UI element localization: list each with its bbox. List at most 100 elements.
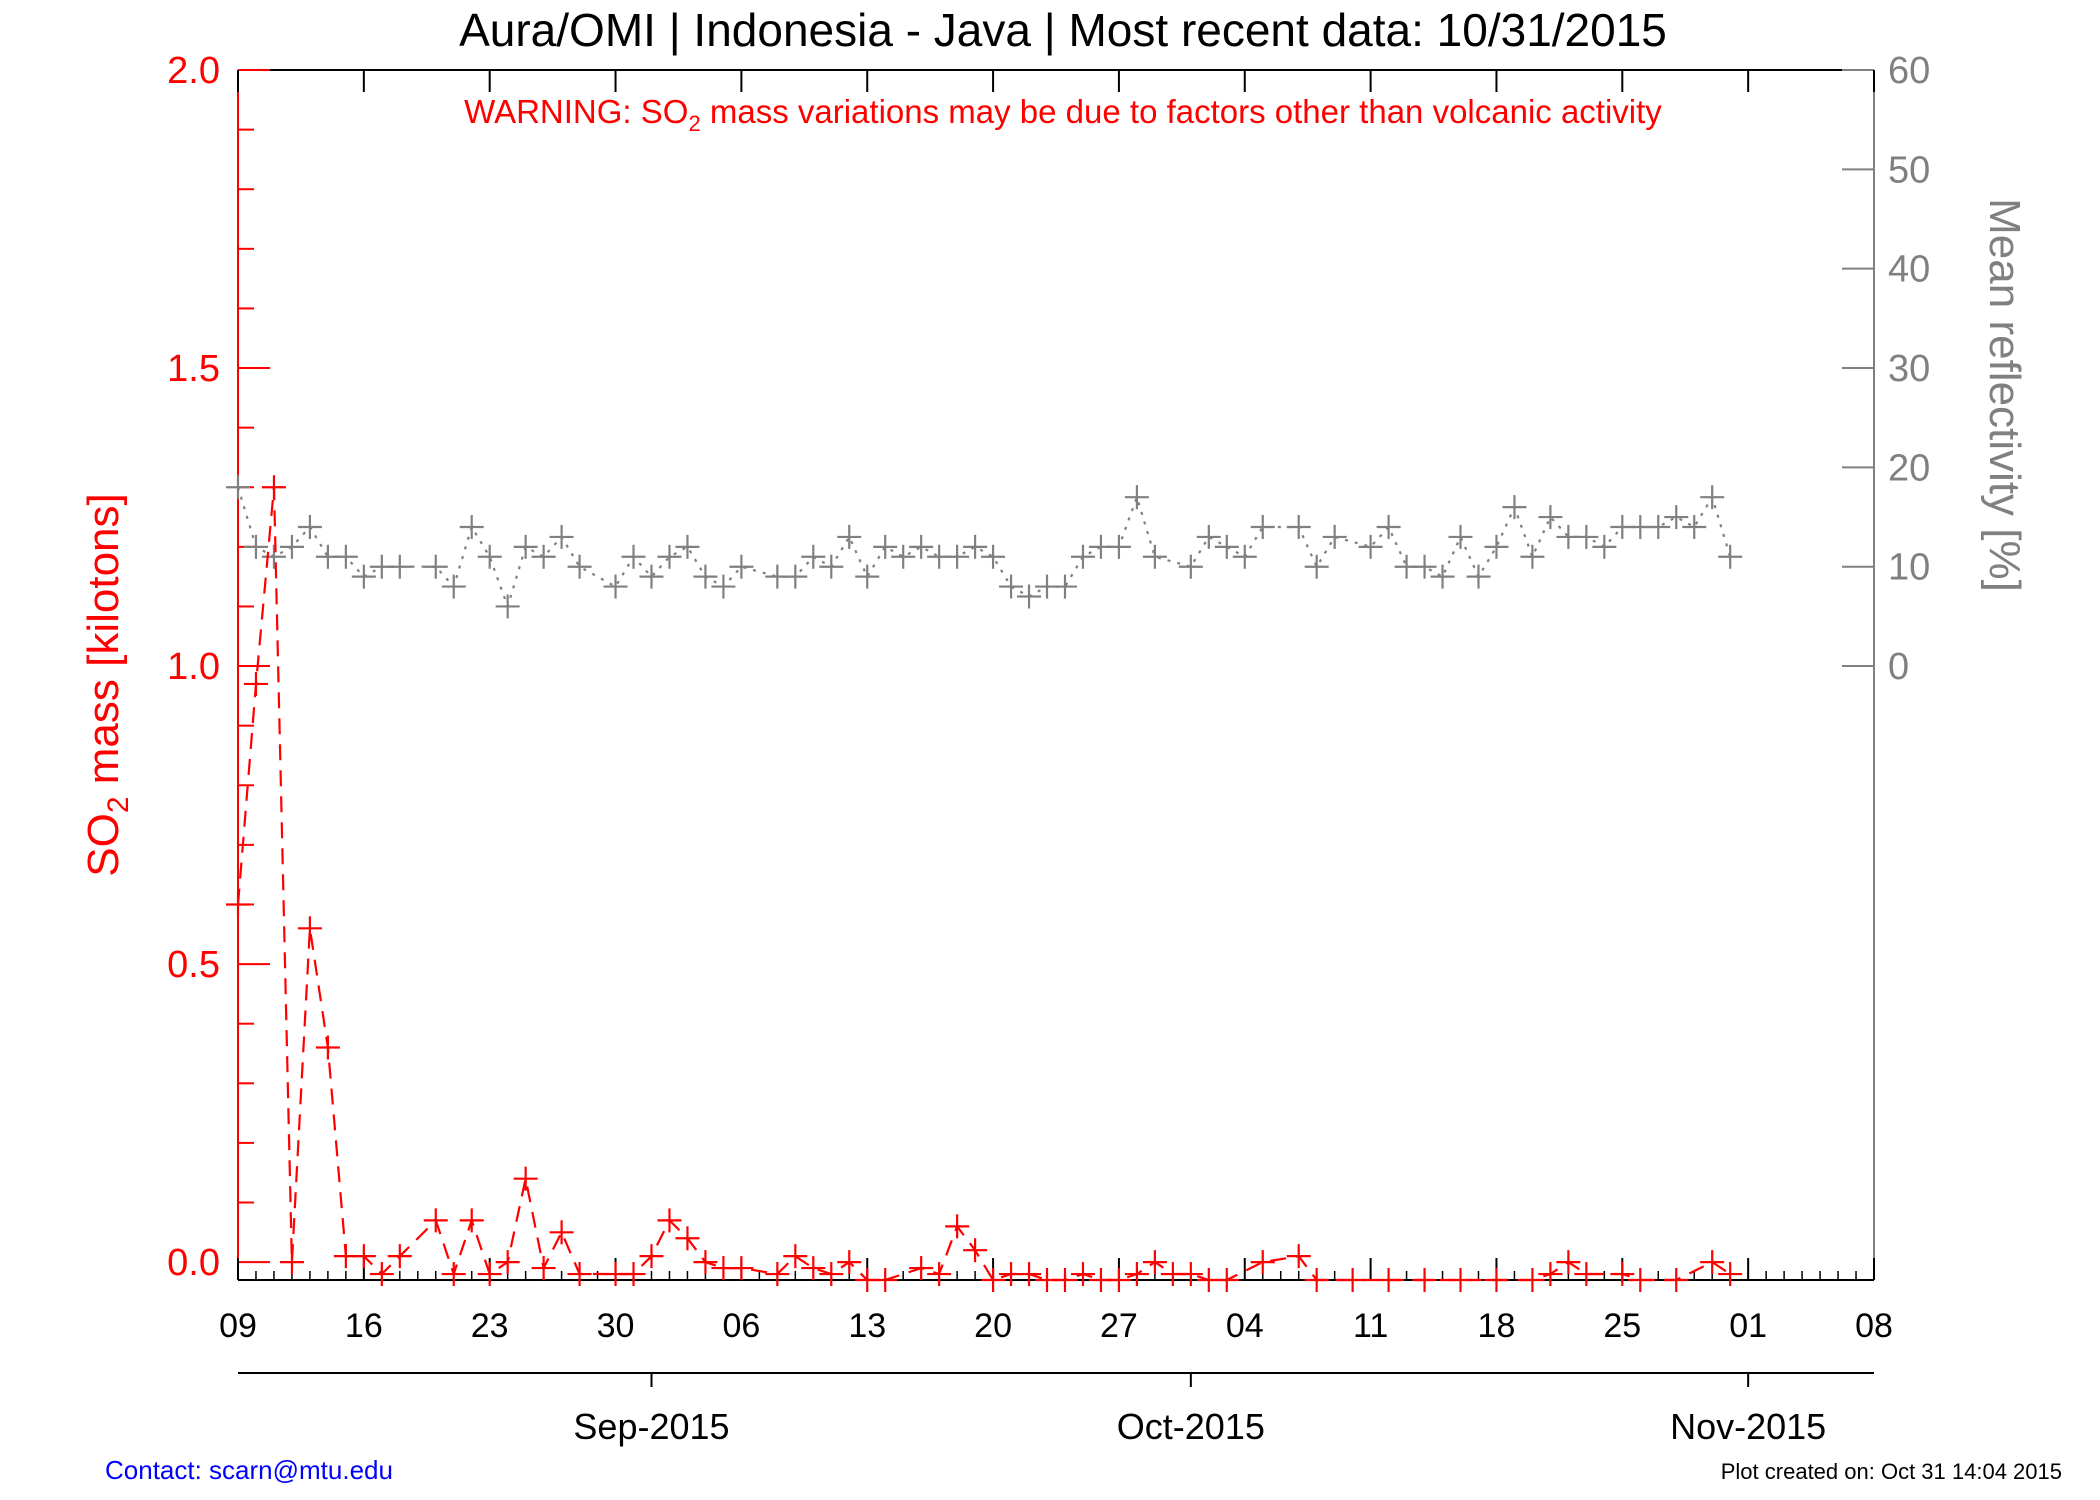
reflectivity-point — [1178, 554, 1203, 579]
so2-point — [369, 1262, 394, 1287]
month-label: Sep-2015 — [573, 1406, 729, 1447]
reflectivity-point — [1286, 514, 1311, 539]
right-tick-label: 10 — [1888, 547, 1930, 589]
so2-point — [531, 1256, 556, 1281]
so2-point — [1070, 1262, 1095, 1287]
reflectivity-point — [423, 554, 448, 579]
so2-point — [351, 1244, 376, 1269]
so2-point — [1124, 1262, 1149, 1287]
reflectivity-point — [1646, 514, 1671, 539]
so2-point — [495, 1250, 520, 1275]
reflectivity-point — [1520, 544, 1545, 569]
reflectivity-point — [621, 544, 646, 569]
reflectivity-point — [783, 564, 808, 589]
left-tick-label: 1.0 — [167, 646, 220, 688]
so2-point — [783, 1244, 808, 1269]
reflectivity-point — [855, 564, 880, 589]
so2-point — [1250, 1250, 1275, 1275]
reflectivity-point — [963, 534, 988, 559]
reflectivity-point — [531, 544, 556, 569]
reflectivity-point — [1214, 534, 1239, 559]
reflectivity-point — [1250, 514, 1275, 539]
right-tick-label: 20 — [1888, 447, 1930, 489]
warning-prefix: WARNING: SO — [464, 93, 688, 130]
reflectivity-point — [459, 514, 484, 539]
reflectivity-point — [1052, 574, 1077, 599]
contact-text[interactable]: Contact: scarn@mtu.edu — [105, 1455, 393, 1485]
reflectivity-point — [819, 554, 844, 579]
so2-point — [621, 1262, 646, 1287]
reflectivity-point — [603, 574, 628, 599]
so2-point — [441, 1262, 466, 1287]
so2-point — [927, 1262, 952, 1287]
so2-point — [513, 1166, 538, 1191]
reflectivity-point — [1718, 544, 1743, 569]
x-tick-label: 16 — [345, 1307, 383, 1345]
so2-point — [261, 475, 286, 500]
month-label: Oct-2015 — [1117, 1406, 1265, 1447]
plot-created-text: Plot created on: Oct 31 14:04 2015 — [1721, 1459, 2062, 1484]
so2-point — [981, 1268, 1006, 1292]
reflectivity-point — [1574, 524, 1599, 549]
left-axis-label: SO2 mass [kilotons] — [79, 493, 135, 876]
left-tick-label: 1.5 — [167, 348, 220, 390]
so2-point — [1574, 1262, 1599, 1287]
so2-point — [1340, 1268, 1365, 1292]
reflectivity-point — [999, 574, 1024, 599]
month-axis: Sep-2015 Oct-2015 Nov-2015 — [238, 1372, 1874, 1447]
reflectivity-point — [549, 524, 574, 549]
so2-point — [1628, 1268, 1653, 1292]
reflectivity-point — [837, 524, 862, 549]
reflectivity-point — [387, 554, 412, 579]
x-tick-label: 01 — [1729, 1307, 1767, 1345]
reflectivity-point — [261, 544, 286, 569]
so2-point — [1106, 1268, 1131, 1292]
reflectivity-point — [1502, 495, 1527, 520]
so2-point — [1304, 1268, 1329, 1292]
x-tick-label: 20 — [974, 1307, 1012, 1345]
so2-point — [1664, 1268, 1689, 1292]
x-tick-label: 25 — [1603, 1307, 1641, 1345]
reflectivity-point — [1124, 485, 1149, 510]
reflectivity-point — [1484, 534, 1509, 559]
reflectivity-point — [495, 594, 520, 619]
so2-point — [1376, 1268, 1401, 1292]
plot-axes — [237, 69, 1875, 1281]
so2-point — [243, 671, 268, 696]
reflectivity-point — [1592, 534, 1617, 559]
x-tick-label: 30 — [597, 1307, 635, 1345]
reflectivity-point — [1017, 584, 1042, 609]
reflectivity-point — [1682, 514, 1707, 539]
so2-point — [963, 1238, 988, 1263]
right-axis-label: Mean reflectivity [%] — [1980, 198, 2029, 592]
reflectivity-point — [657, 544, 682, 569]
reflectivity-point — [693, 564, 718, 589]
left-axis-label-suffix: mass [kilotons] — [79, 493, 128, 796]
x-tick-label: 27 — [1100, 1307, 1138, 1345]
so2-point — [1142, 1250, 1167, 1275]
reflectivity-point — [279, 534, 304, 559]
so2-point — [873, 1268, 898, 1292]
so2-point — [459, 1208, 484, 1233]
reflectivity-point — [441, 574, 466, 599]
so2-point — [315, 1035, 340, 1060]
reflectivity-point — [1412, 554, 1437, 579]
right-tick-label: 30 — [1888, 348, 1930, 390]
left-axis-ticks: 0.0 0.5 1.0 1.5 2.0 — [167, 50, 270, 1284]
warning-subscript: 2 — [688, 111, 700, 136]
left-tick-label: 0.0 — [167, 1242, 220, 1284]
so2-point — [279, 1250, 304, 1275]
so2-point — [567, 1262, 592, 1287]
so2-point — [657, 1208, 682, 1233]
x-tick-label: 23 — [471, 1307, 509, 1345]
reflectivity-point — [243, 534, 268, 559]
x-tick-label: 06 — [722, 1307, 760, 1345]
x-tick-label: 08 — [1855, 1307, 1893, 1345]
left-tick-label: 2.0 — [167, 50, 220, 92]
reflectivity-point — [1448, 524, 1473, 549]
so2-point — [477, 1262, 502, 1287]
so2-point — [1700, 1250, 1725, 1275]
warning-text: WARNING: SO2 mass variations may be due … — [464, 93, 1662, 136]
x-tick-label: 13 — [848, 1307, 886, 1345]
